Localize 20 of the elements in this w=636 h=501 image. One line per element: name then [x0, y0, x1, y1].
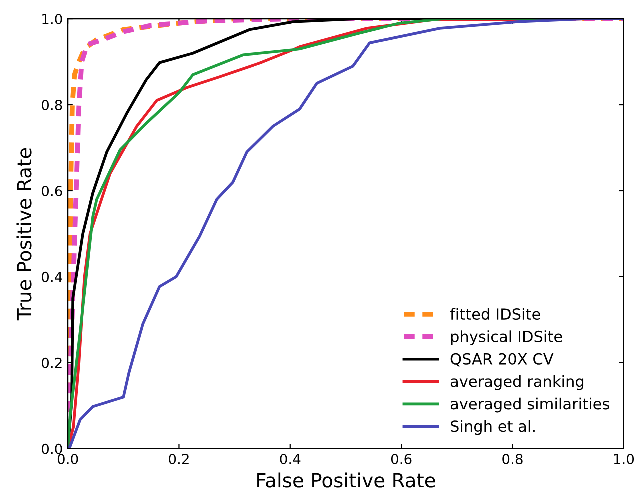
x-tick-label: 0.2 [169, 454, 189, 465]
y-tick-label: 0.0 [42, 444, 62, 454]
x-tick-label: 0.8 [502, 454, 523, 465]
legend-label: QSAR 20X CV [450, 353, 554, 367]
y-tick-label: 0.6 [42, 186, 62, 196]
legend-label: averaged similarities [450, 398, 610, 413]
y-tick-label: 0.8 [42, 100, 62, 110]
legend-label: fitted IDSite [450, 308, 540, 320]
legend-label: averaged ranking [450, 376, 584, 390]
x-tick-label: 0.0 [58, 454, 78, 465]
x-tick-label: 1.0 [614, 454, 634, 465]
x-tick-label: 0.4 [280, 454, 301, 465]
x-tick-label: 0.6 [391, 454, 412, 465]
y-tick-label: 1.0 [42, 14, 62, 25]
legend-label: Singh et al. [451, 420, 535, 436]
y-tick-label: 0.4 [42, 272, 62, 282]
legend-label: physical IDSite [451, 330, 562, 346]
x-axis-title: False Positive Rate [258, 472, 436, 488]
y-axis-title: True Positive Rate [16, 148, 32, 321]
y-tick-label: 0.2 [42, 358, 62, 368]
